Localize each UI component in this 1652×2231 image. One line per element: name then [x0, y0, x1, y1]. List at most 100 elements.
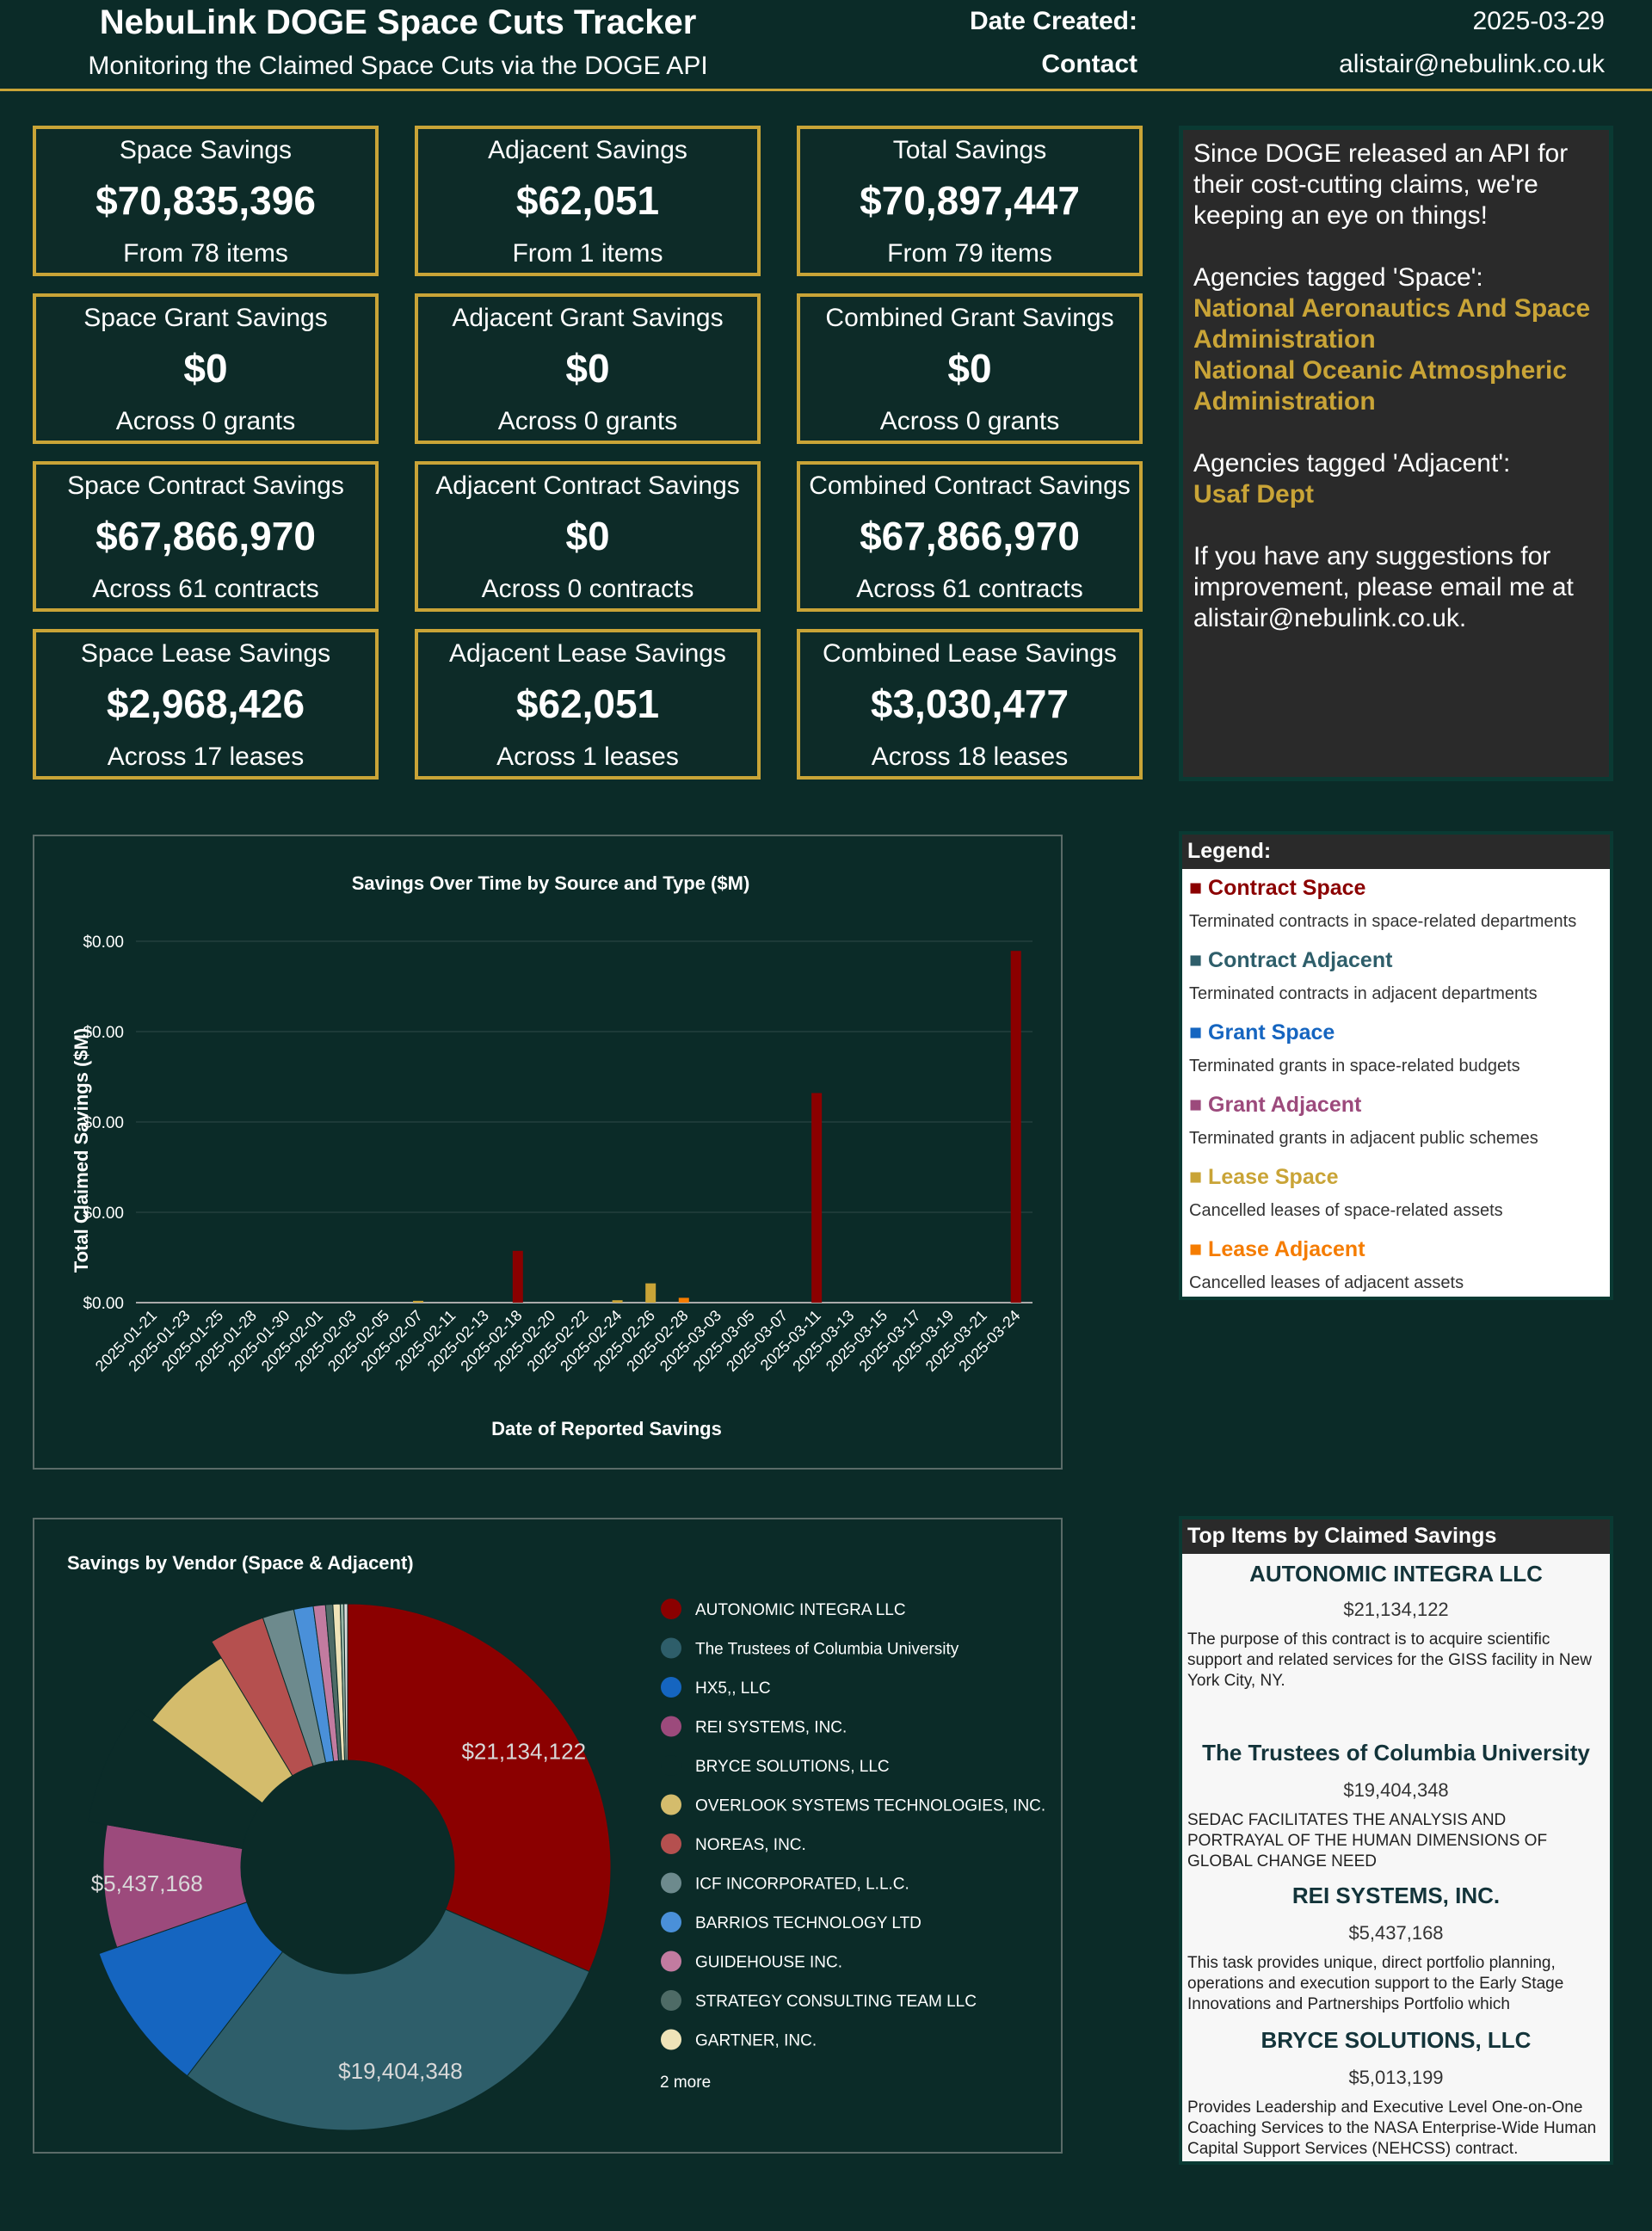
bar-lease-adjacent[interactable] [678, 1297, 689, 1303]
bar-contract-space[interactable] [1010, 951, 1021, 1303]
legend-item-label: ■ Lease Space [1189, 1165, 1339, 1189]
card-subtext: Across 0 grants [879, 407, 1060, 435]
pie-slice-value-label: $21,134,122 [461, 1739, 586, 1765]
card-subtext: From 78 items [123, 239, 288, 268]
card-subtext: Across 0 grants [115, 407, 296, 435]
chart-title: Savings Over Time by Source and Type ($M… [352, 872, 750, 894]
card-title: Space Contract Savings [67, 471, 344, 500]
x-tick-labels: 2025-01-212025-01-232025-01-252025-01-28… [92, 1307, 1024, 1375]
card-title: Adjacent Grant Savings [452, 304, 724, 332]
top-item-value: $21,134,122 [1343, 1599, 1449, 1620]
card-combined-grant-savings: Combined Grant Savings $0 Across 0 grant… [797, 293, 1143, 444]
info-intro: Since DOGE released an API for their cos… [1193, 139, 1569, 230]
adjacent-agencies-label: Agencies tagged 'Adjacent': [1193, 449, 1511, 478]
adjacent-agency: Usaf Dept [1193, 480, 1315, 508]
card-combined-contract-savings: Combined Contract Savings $67,866,970 Ac… [797, 461, 1143, 612]
card-value: $67,866,970 [860, 514, 1080, 558]
pie-legend-label[interactable]: OVERLOOK SYSTEMS TECHNOLOGIES, INC. [695, 1797, 1045, 1815]
contact-email[interactable]: alistair@nebulink.co.uk [1339, 50, 1605, 78]
card-subtext: From 79 items [887, 239, 1052, 268]
pie-legend-label[interactable]: GARTNER, INC. [695, 2032, 817, 2050]
card-subtext: Across 0 contracts [481, 575, 694, 603]
pie-slices [88, 1603, 612, 2131]
space-agencies-label: Agencies tagged 'Space': [1193, 263, 1483, 292]
y-tick-label: $0.00 [83, 1024, 124, 1042]
top-item-name: AUTONOMIC INTEGRA LLC [1249, 1561, 1543, 1587]
card-subtext: Across 61 contracts [856, 575, 1083, 603]
pie-legend-label[interactable]: ICF INCORPORATED, L.L.C. [695, 1876, 909, 1894]
y-axis-label: Total Claimed Savings ($M) [71, 1028, 92, 1273]
card-value: $2,968,426 [106, 681, 305, 726]
card-title: Combined Contract Savings [809, 471, 1131, 500]
top-items-panel: Top Items by Claimed Savings AUTONOMIC I… [1179, 1516, 1613, 2165]
pie-legend-label[interactable]: The Trustees of Columbia University [695, 1641, 959, 1659]
info-suggestion: If you have any suggestions for improvem… [1193, 542, 1574, 632]
bar-lease-space[interactable] [645, 1283, 656, 1303]
card-space-contract-savings: Space Contract Savings $67,866,970 Acros… [33, 461, 379, 612]
pie-slice[interactable] [88, 1708, 263, 1850]
pie-slice[interactable] [343, 1603, 348, 1761]
savings-over-time-chart: Savings Over Time by Source and Type ($M… [33, 835, 1063, 1470]
legend-item-description: Terminated grants in adjacent public sch… [1189, 1129, 1538, 1148]
pie-legend-label[interactable]: GUIDEHOUSE INC. [695, 1954, 842, 1972]
pie-slice[interactable] [186, 1908, 590, 2131]
legend-item-label: ■ Grant Adjacent [1189, 1093, 1362, 1117]
card-total-savings: Total Savings $70,897,447 From 79 items [797, 126, 1143, 276]
legend-panel: Legend: ■ Contract Space Terminated contr… [1179, 831, 1613, 1300]
card-value: $70,835,396 [96, 178, 316, 223]
card-value: $0 [947, 346, 992, 391]
bar-lease-space[interactable] [413, 1300, 424, 1303]
bar-lease-space[interactable] [612, 1300, 623, 1303]
card-title: Total Savings [892, 136, 1047, 164]
pie-legend-label[interactable]: BARRIOS TECHNOLOGY LTD [695, 1914, 922, 1932]
pie-legend-label[interactable]: STRATEGY CONSULTING TEAM LLC [695, 1993, 977, 2011]
pie-legend-swatch [661, 1990, 681, 2011]
page-title: NebuLink DOGE Space Cuts Tracker [99, 3, 697, 41]
pie-slice[interactable] [347, 1603, 612, 1973]
bar-contract-space[interactable] [512, 1250, 523, 1303]
top-item-name: BRYCE SOLUTIONS, LLC [1261, 2027, 1532, 2053]
card-value: $62,051 [515, 681, 660, 726]
date-created-value: 2025-03-29 [1472, 7, 1605, 35]
pie-legend-label[interactable]: REI SYSTEMS, INC. [695, 1719, 847, 1737]
pie-legend-swatch [661, 1951, 681, 1972]
card-space-lease-savings: Space Lease Savings $2,968,426 Across 17… [33, 629, 379, 780]
pie-legend-more[interactable]: 2 more [660, 2074, 711, 2092]
legend-item-description: Cancelled leases of space-related assets [1189, 1201, 1503, 1220]
card-title: Space Lease Savings [80, 639, 331, 668]
x-axis-label: Date of Reported Savings [491, 1418, 722, 1439]
pie-slice-value-label: $5,437,168 [91, 1870, 203, 1896]
card-title: Space Grant Savings [83, 304, 328, 332]
pie-chart-svg: Savings by Vendor (Space & Adjacent) $21… [67, 1552, 1045, 2131]
pie-legend-label[interactable]: BRYCE SOLUTIONS, LLC [695, 1758, 890, 1776]
top-item-value: $5,437,168 [1348, 1922, 1444, 1944]
pie-legend-swatch [661, 1794, 681, 1815]
card-subtext: From 1 items [512, 239, 663, 268]
page-header: NebuLink DOGE Space Cuts Tracker Monitor… [0, 0, 1652, 91]
card-value: $70,897,447 [860, 178, 1080, 223]
top-item-description: The purpose of this contract is to acqui… [1187, 1630, 1592, 1690]
legend-item-label: ■ Grant Space [1189, 1020, 1335, 1045]
card-title: Adjacent Contract Savings [435, 471, 740, 500]
pie-legend-swatch [661, 1599, 681, 1619]
card-value: $62,051 [515, 178, 660, 223]
space-agency: National Oceanic Atmospheric Administrat… [1193, 356, 1568, 416]
grid-lines [136, 940, 1032, 1303]
top-item-description: This task provides unique, direct portfo… [1187, 1954, 1564, 2013]
y-tick-label: $0.00 [83, 934, 124, 952]
pie-legend-label[interactable]: NOREAS, INC. [695, 1836, 806, 1854]
card-value: $0 [565, 346, 610, 391]
card-value: $0 [183, 346, 228, 391]
card-title: Combined Grant Savings [825, 304, 1114, 332]
pie-legend-label[interactable]: AUTONOMIC INTEGRA LLC [695, 1601, 906, 1619]
pie-legend[interactable]: AUTONOMIC INTEGRA LLC The Trustees of Col… [661, 1599, 1045, 2050]
pie-legend-swatch [661, 1755, 681, 1776]
top-item-description: Provides Leadership and Executive Level … [1187, 2098, 1597, 2158]
contact-label: Contact [1041, 50, 1137, 78]
pie-legend-label[interactable]: HX5,, LLC [695, 1679, 771, 1698]
pie-slice[interactable] [98, 1901, 284, 2077]
card-combined-lease-savings: Combined Lease Savings $3,030,477 Across… [797, 629, 1143, 780]
bar-contract-space[interactable] [811, 1093, 823, 1303]
card-title: Combined Lease Savings [823, 639, 1117, 668]
pie-legend-swatch [661, 1716, 681, 1737]
